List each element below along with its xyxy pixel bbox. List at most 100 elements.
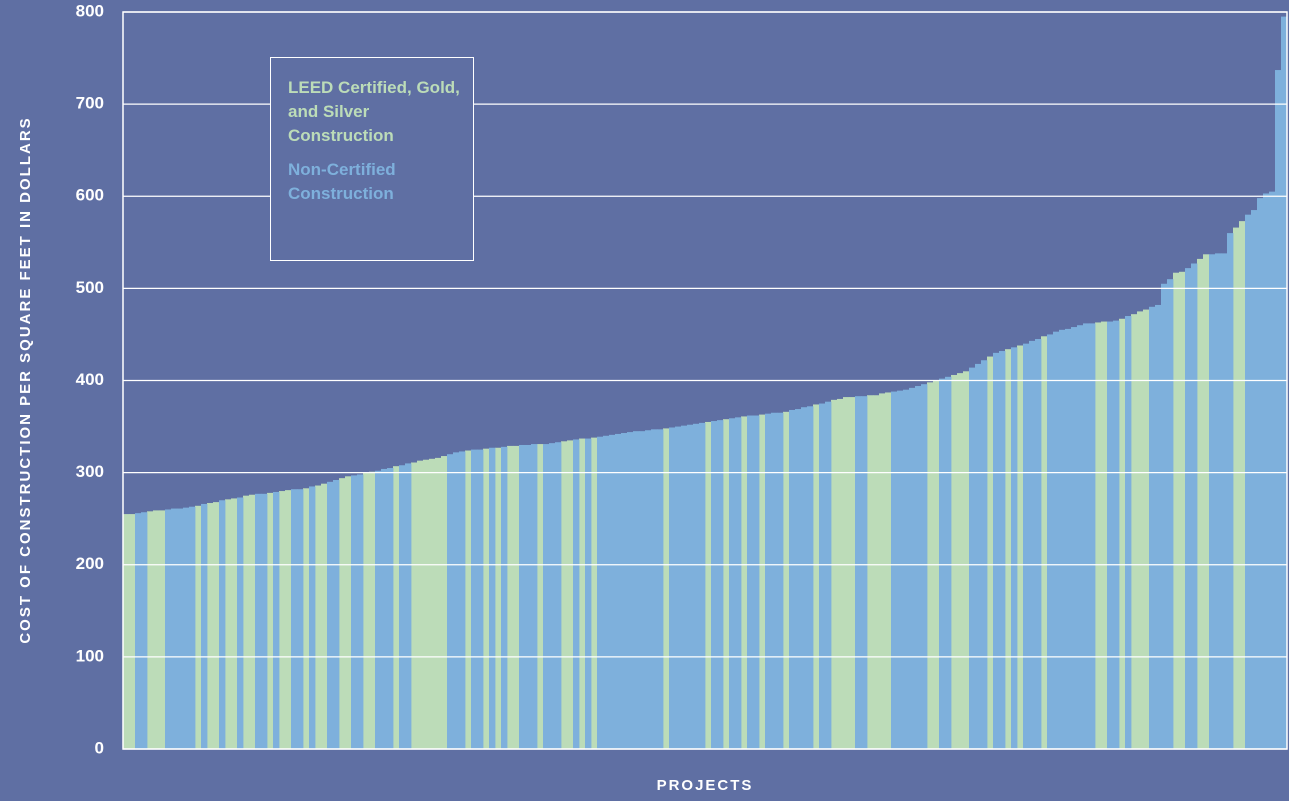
bar [1071, 327, 1078, 749]
bar [807, 406, 814, 749]
bar [591, 437, 598, 749]
y-tick-label: 600 [76, 186, 104, 205]
bar [801, 407, 808, 749]
bar [633, 431, 640, 749]
bar [735, 417, 742, 749]
bar [1257, 198, 1264, 749]
bar [1095, 322, 1102, 749]
bar [333, 479, 340, 749]
bar [1023, 343, 1030, 749]
bar [1035, 339, 1042, 749]
bar [615, 433, 622, 749]
bar [555, 442, 562, 749]
bar [1275, 70, 1282, 749]
bar [345, 476, 352, 749]
bar [705, 421, 712, 749]
bar [417, 460, 424, 749]
bar [843, 397, 850, 749]
bar [291, 489, 298, 749]
bar [1059, 329, 1066, 749]
bar [267, 492, 274, 749]
bar [207, 503, 214, 749]
bar [519, 444, 526, 749]
bar [429, 458, 436, 749]
y-tick-label: 500 [76, 278, 104, 297]
bar [549, 443, 556, 749]
bar [363, 472, 370, 749]
bar [213, 502, 220, 749]
bar [1209, 254, 1216, 749]
bar [1203, 254, 1210, 749]
bar [135, 513, 142, 749]
bar [1011, 347, 1018, 749]
bar [327, 481, 334, 749]
bar [651, 429, 658, 749]
bar [123, 514, 130, 749]
bar [339, 478, 346, 749]
bar [189, 506, 196, 749]
bar [915, 386, 922, 749]
bar [1185, 268, 1192, 749]
bar [501, 446, 508, 749]
bar [879, 393, 886, 749]
bar [573, 439, 580, 749]
bar [627, 432, 634, 749]
bar [765, 413, 772, 749]
bar [1173, 272, 1180, 749]
y-tick-label: 300 [76, 462, 104, 481]
bar [393, 466, 400, 749]
bar [1143, 309, 1150, 749]
bar [537, 444, 544, 749]
bar [1065, 328, 1072, 749]
bar [1281, 16, 1288, 749]
bar [789, 409, 796, 749]
bar [1251, 210, 1258, 750]
bar [939, 378, 946, 749]
y-axis-label: COST OF CONSTRUCTION PER SQUARE FEET IN … [17, 116, 34, 643]
bar [165, 509, 172, 749]
bar [663, 428, 670, 749]
bar [675, 426, 682, 749]
bar [237, 497, 244, 749]
bar [1191, 263, 1198, 749]
bar [387, 468, 394, 749]
bar [1125, 316, 1132, 749]
bar [897, 390, 904, 749]
bar [927, 382, 934, 749]
bar [759, 414, 766, 749]
bar [777, 412, 784, 749]
bar [1221, 253, 1228, 749]
bar [453, 452, 460, 749]
bar [837, 398, 844, 749]
bar [957, 373, 964, 749]
bar [969, 367, 976, 749]
bar [681, 425, 688, 749]
bar [831, 399, 838, 749]
bar [543, 444, 550, 749]
bar [495, 447, 502, 749]
bar [1077, 325, 1084, 749]
bar [231, 498, 238, 749]
bar [171, 508, 178, 749]
bar [585, 438, 592, 749]
bar [903, 389, 910, 749]
bar [357, 474, 364, 749]
bar [315, 485, 322, 749]
bar [1155, 304, 1162, 749]
bar [687, 424, 694, 749]
bar [1167, 279, 1174, 749]
bar [1197, 258, 1204, 749]
bar [561, 441, 568, 749]
bar [909, 387, 916, 749]
bar [1047, 334, 1054, 749]
bar [1029, 340, 1036, 749]
y-tick-label: 0 [95, 738, 104, 757]
bar [399, 465, 406, 749]
bar [795, 409, 802, 749]
bar [141, 512, 148, 749]
bar [753, 415, 760, 749]
bar [783, 411, 790, 749]
bar [609, 434, 616, 749]
